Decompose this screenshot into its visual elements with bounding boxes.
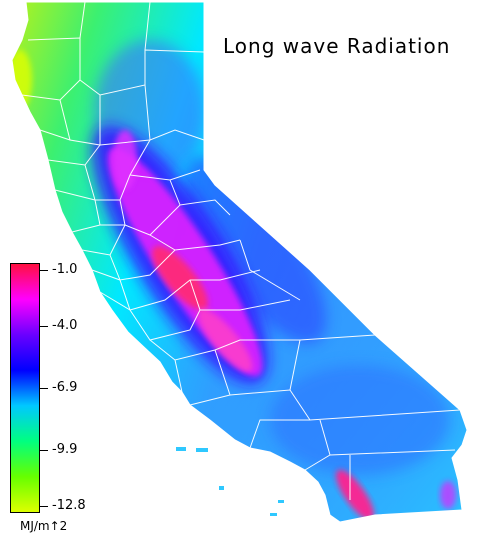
legend-label-5: -12.8 xyxy=(52,498,86,513)
channel-islands xyxy=(176,447,284,516)
desert-east-magenta xyxy=(440,481,456,509)
valley-magenta xyxy=(107,147,263,377)
mountain-zone-sierra xyxy=(183,157,327,343)
legend-tick-4 xyxy=(40,450,48,451)
legend-units: MJ/m↑2 xyxy=(20,519,68,533)
legend-label-3: -6.9 xyxy=(52,380,78,395)
legend-tick-5 xyxy=(40,506,48,507)
north-coast-yellow xyxy=(12,50,32,110)
map-title: Long wave Radiation xyxy=(223,34,451,58)
county-boundaries xyxy=(21,2,461,500)
legend-label-1: -1.0 xyxy=(52,262,78,277)
legend-tick-3 xyxy=(40,388,48,389)
valley-north xyxy=(113,130,137,190)
legend-color-bar xyxy=(10,263,40,513)
valley-peak xyxy=(152,246,208,310)
legend-tick-2 xyxy=(40,326,48,327)
state-outline xyxy=(11,1,468,523)
imperial-valley xyxy=(335,469,375,521)
legend-label-4: -9.9 xyxy=(52,442,78,457)
legend-tick-1 xyxy=(40,270,48,271)
valley-peak-south xyxy=(197,308,253,372)
desert-zone xyxy=(270,365,450,475)
legend-label-2: -4.0 xyxy=(52,318,78,333)
